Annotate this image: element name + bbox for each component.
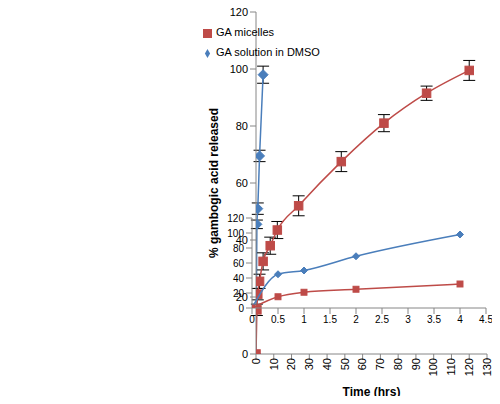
svg-text:2.5: 2.5 — [375, 314, 389, 325]
svg-text:80: 80 — [233, 243, 245, 254]
svg-text:Time (hrs): Time (hrs) — [343, 385, 401, 396]
svg-text:% gambogic acid released: % gambogic acid released — [207, 108, 221, 258]
svg-text:60: 60 — [233, 258, 245, 269]
svg-text:130: 130 — [481, 358, 492, 376]
svg-text:120: 120 — [227, 213, 244, 224]
svg-text:90: 90 — [410, 358, 422, 370]
svg-text:120: 120 — [463, 358, 475, 376]
svg-text:1.5: 1.5 — [323, 314, 337, 325]
svg-text:3.5: 3.5 — [427, 314, 441, 325]
svg-text:0: 0 — [238, 303, 244, 314]
svg-text:1: 1 — [301, 314, 307, 325]
svg-text:40: 40 — [321, 358, 333, 370]
svg-text:0: 0 — [249, 314, 255, 325]
svg-text:60: 60 — [236, 177, 248, 189]
svg-text:20: 20 — [285, 358, 297, 370]
svg-text:2: 2 — [353, 314, 359, 325]
svg-text:60: 60 — [356, 358, 368, 370]
svg-text:10: 10 — [268, 358, 280, 370]
svg-text:30: 30 — [303, 358, 315, 370]
svg-text:100: 100 — [227, 228, 244, 239]
svg-text:120: 120 — [230, 8, 248, 18]
svg-text:0: 0 — [242, 348, 248, 360]
svg-text:0: 0 — [250, 358, 262, 364]
svg-text:110: 110 — [445, 358, 457, 376]
svg-text:80: 80 — [392, 358, 404, 370]
svg-text:80: 80 — [236, 120, 248, 132]
html-text:GA micelles: GA micelles — [216, 26, 275, 38]
svg-text:4.5: 4.5 — [479, 314, 492, 325]
html-text:GA solution in DMSO: GA solution in DMSO — [216, 46, 320, 58]
svg-text:0.5: 0.5 — [271, 314, 285, 325]
svg-text:3: 3 — [405, 314, 411, 325]
svg-text:4: 4 — [457, 314, 463, 325]
svg-text:70: 70 — [374, 358, 386, 370]
svg-text:20: 20 — [233, 288, 245, 299]
svg-text:100: 100 — [230, 63, 248, 75]
svg-text:100: 100 — [428, 358, 440, 376]
svg-text:40: 40 — [233, 273, 245, 284]
svg-text:50: 50 — [339, 358, 351, 370]
